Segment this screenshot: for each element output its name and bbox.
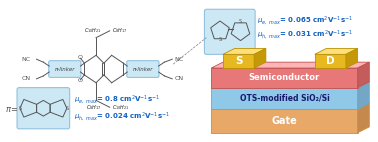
- Polygon shape: [314, 48, 358, 54]
- Text: $\mu_{e,\ max}$= 0.8 cm$^2$V$^{-1}$s$^{-1}$: $\mu_{e,\ max}$= 0.8 cm$^2$V$^{-1}$s$^{-…: [74, 93, 160, 106]
- FancyBboxPatch shape: [127, 61, 159, 77]
- Polygon shape: [314, 54, 346, 68]
- Text: S: S: [65, 106, 68, 111]
- Text: $C_8H_{17}$: $C_8H_{17}$: [87, 103, 102, 112]
- Polygon shape: [223, 54, 254, 68]
- Text: D: D: [326, 56, 335, 66]
- Polygon shape: [211, 68, 358, 88]
- Text: $\mu_{h,\ max}$= 0.024 cm$^2$V$^{-1}$s$^{-1}$: $\mu_{h,\ max}$= 0.024 cm$^2$V$^{-1}$s$^…: [74, 111, 170, 123]
- Text: $C_{10}H_{21}$: $C_{10}H_{21}$: [84, 26, 102, 35]
- Text: CN: CN: [22, 76, 31, 81]
- Text: $C_{10}H_{21}$: $C_{10}H_{21}$: [112, 103, 129, 112]
- Polygon shape: [211, 109, 358, 133]
- Text: NC: NC: [174, 57, 183, 62]
- Text: S: S: [235, 56, 242, 66]
- FancyBboxPatch shape: [49, 61, 81, 77]
- Polygon shape: [346, 48, 358, 68]
- Text: O: O: [78, 78, 83, 83]
- Text: S: S: [218, 37, 222, 42]
- Text: $\pi$=: $\pi$=: [5, 105, 19, 114]
- Text: CN: CN: [174, 76, 183, 81]
- FancyBboxPatch shape: [204, 9, 255, 54]
- Polygon shape: [211, 62, 369, 68]
- Text: O: O: [78, 55, 83, 60]
- Polygon shape: [358, 62, 369, 88]
- Polygon shape: [358, 103, 369, 133]
- FancyBboxPatch shape: [17, 88, 70, 129]
- Polygon shape: [211, 103, 369, 109]
- Polygon shape: [223, 48, 266, 54]
- Text: $\mu_{e,\ max}$= 0.065 cm$^2$V$^{-1}$s$^{-1}$: $\mu_{e,\ max}$= 0.065 cm$^2$V$^{-1}$s$^…: [257, 15, 353, 27]
- Text: NC: NC: [22, 57, 31, 62]
- Text: S: S: [19, 106, 22, 111]
- Text: Gate: Gate: [271, 116, 297, 126]
- Text: π-linker: π-linker: [133, 67, 153, 72]
- Text: $\mu_{h,\ max}$= 0.031 cm$^2$V$^{-1}$s$^{-1}$: $\mu_{h,\ max}$= 0.031 cm$^2$V$^{-1}$s$^…: [257, 29, 353, 41]
- Polygon shape: [211, 82, 369, 88]
- Text: OTS-modified SiO₂/Si: OTS-modified SiO₂/Si: [240, 94, 329, 103]
- Text: $C_8H_{17}$: $C_8H_{17}$: [112, 26, 127, 35]
- Text: S: S: [239, 19, 242, 24]
- Polygon shape: [211, 88, 358, 109]
- Text: π-linker: π-linker: [54, 67, 75, 72]
- Polygon shape: [254, 48, 266, 68]
- Text: Semiconductor: Semiconductor: [249, 73, 320, 82]
- Polygon shape: [358, 82, 369, 109]
